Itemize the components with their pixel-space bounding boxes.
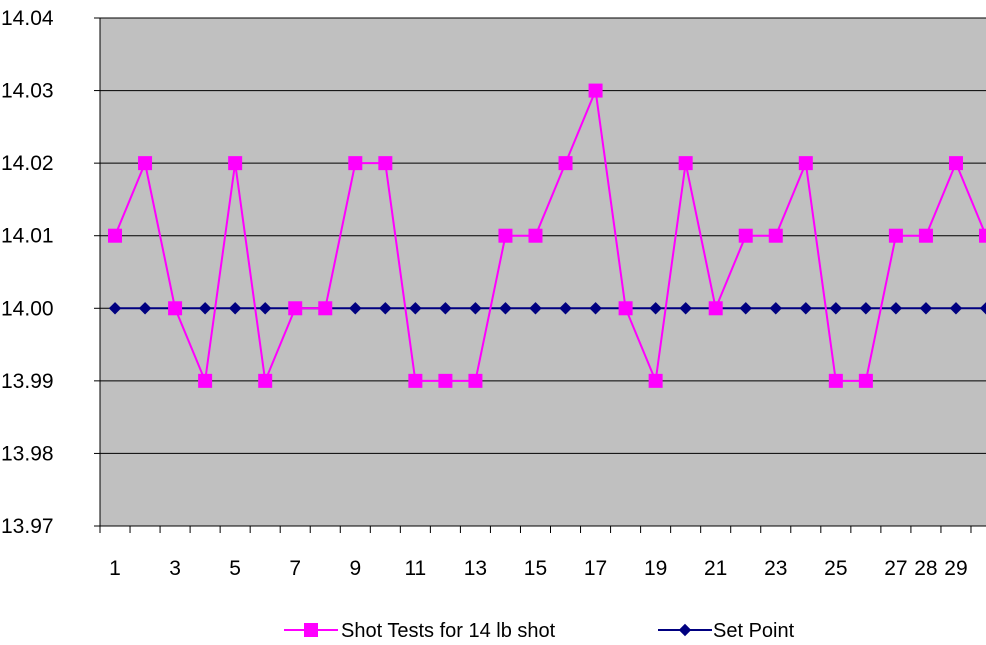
- data-point-square-marker: [558, 156, 573, 171]
- data-point-square-marker: [648, 373, 663, 388]
- y-tick-label: 14.04: [1, 7, 54, 30]
- data-point-diamond-marker: [439, 302, 452, 315]
- x-tick-label: 21: [704, 557, 727, 580]
- legend-label: Shot Tests for 14 lb shot: [341, 620, 556, 642]
- data-point-square-marker: [888, 228, 903, 243]
- data-point-diamond-marker: [559, 302, 572, 315]
- series-shot-tests: [108, 83, 986, 388]
- x-tick-label: 11: [404, 557, 426, 580]
- data-point-square-marker: [738, 228, 753, 243]
- data-point-square-marker: [228, 156, 243, 171]
- data-point-square-marker: [378, 156, 393, 171]
- x-tick-label: 5: [229, 557, 241, 580]
- data-point-diamond-marker: [799, 302, 813, 315]
- y-tick-label: 14.00: [1, 297, 54, 320]
- data-point-square-marker: [828, 373, 843, 388]
- data-point-square-marker: [408, 373, 423, 388]
- data-point-diamond-marker: [379, 302, 392, 315]
- data-point-diamond-marker: [469, 302, 482, 315]
- data-point-diamond-marker: [949, 302, 963, 315]
- series: [108, 83, 986, 388]
- data-point-square-marker: [318, 301, 333, 316]
- y-tick-label: 13.98: [1, 442, 54, 465]
- data-point-diamond-marker: [499, 302, 512, 315]
- data-point-square-marker: [168, 301, 183, 316]
- data-point-square-marker: [468, 373, 483, 388]
- x-axis-tick-labels: 1 3 5 7 9 11 13 15 17 19 21 23 25 27 28 29: [109, 557, 967, 580]
- data-point-square-marker: [138, 156, 153, 171]
- data-point-diamond-marker: [889, 302, 903, 315]
- legend-item: Set Point: [658, 620, 795, 642]
- x-tick-label: 9: [349, 557, 361, 580]
- data-point-square-marker: [768, 228, 783, 243]
- data-point-square-marker: [979, 228, 986, 243]
- plot-area: [100, 18, 986, 526]
- data-point-square-marker: [304, 623, 318, 637]
- x-tick-label: 1: [109, 557, 121, 580]
- legend-label: Set Point: [713, 620, 795, 642]
- data-point-diamond-marker: [409, 302, 422, 315]
- data-point-diamond-marker: [679, 302, 692, 315]
- data-point-square-marker: [528, 228, 543, 243]
- data-point-diamond-marker: [138, 302, 152, 315]
- data-point-diamond-marker: [349, 302, 362, 315]
- y-tick-label: 14.02: [1, 152, 54, 175]
- data-point-diamond-marker: [829, 302, 843, 315]
- y-axis-tick-labels: 13.97 13.98 13.99 14.00 14.01 14.02 14.03 14.04: [1, 7, 54, 538]
- y-tick-label: 13.97: [1, 515, 54, 538]
- x-tick-label: 7: [289, 557, 301, 580]
- data-point-diamond-marker: [678, 623, 692, 637]
- x-tick-label: 17: [584, 557, 607, 580]
- data-point-square-marker: [918, 228, 933, 243]
- data-point-square-marker: [948, 156, 963, 171]
- data-point-diamond-marker: [649, 302, 662, 315]
- x-tick-label: 25: [824, 557, 847, 580]
- data-point-square-marker: [288, 301, 303, 316]
- y-tick-label: 14.03: [1, 80, 54, 103]
- x-tick-label: 15: [524, 557, 547, 580]
- data-point-square-marker: [258, 373, 273, 388]
- data-point-square-marker: [198, 373, 213, 388]
- data-point-diamond-marker: [198, 302, 212, 315]
- x-tick-label: 19: [644, 557, 667, 580]
- data-point-square-marker: [618, 301, 633, 316]
- x-tick-label: 23: [764, 557, 787, 580]
- x-tick-label: 3: [169, 557, 181, 580]
- data-point-square-marker: [708, 301, 723, 316]
- x-tick-label: 28: [914, 557, 937, 580]
- legend-item: Shot Tests for 14 lb shot: [284, 620, 556, 642]
- legend: Shot Tests for 14 lb shot Set Point: [284, 620, 795, 642]
- data-point-diamond-marker: [529, 302, 542, 315]
- data-point-diamond-marker: [859, 302, 873, 315]
- data-point-square-marker: [798, 156, 813, 171]
- data-point-diamond-marker: [228, 302, 242, 315]
- data-point-square-marker: [438, 373, 453, 388]
- x-tick-label: 29: [944, 557, 967, 580]
- data-point-diamond-marker: [739, 302, 752, 315]
- data-point-diamond-marker: [919, 302, 933, 315]
- x-tick-label: 13: [464, 557, 487, 580]
- axes: [94, 17, 986, 533]
- data-point-square-marker: [678, 156, 693, 171]
- data-point-diamond-marker: [108, 302, 122, 315]
- y-tick-label: 14.01: [1, 225, 54, 248]
- y-tick-label: 13.99: [1, 370, 54, 393]
- data-point-diamond-marker: [769, 302, 782, 315]
- data-point-square-marker: [108, 228, 123, 243]
- data-point-square-marker: [348, 156, 363, 171]
- data-point-square-marker: [588, 83, 603, 98]
- data-point-diamond-marker: [979, 302, 986, 315]
- data-point-diamond-marker: [589, 302, 602, 315]
- data-point-square-marker: [498, 228, 513, 243]
- x-tick-label: 27: [884, 557, 907, 580]
- data-point-diamond-marker: [258, 302, 272, 315]
- data-point-square-marker: [858, 373, 873, 388]
